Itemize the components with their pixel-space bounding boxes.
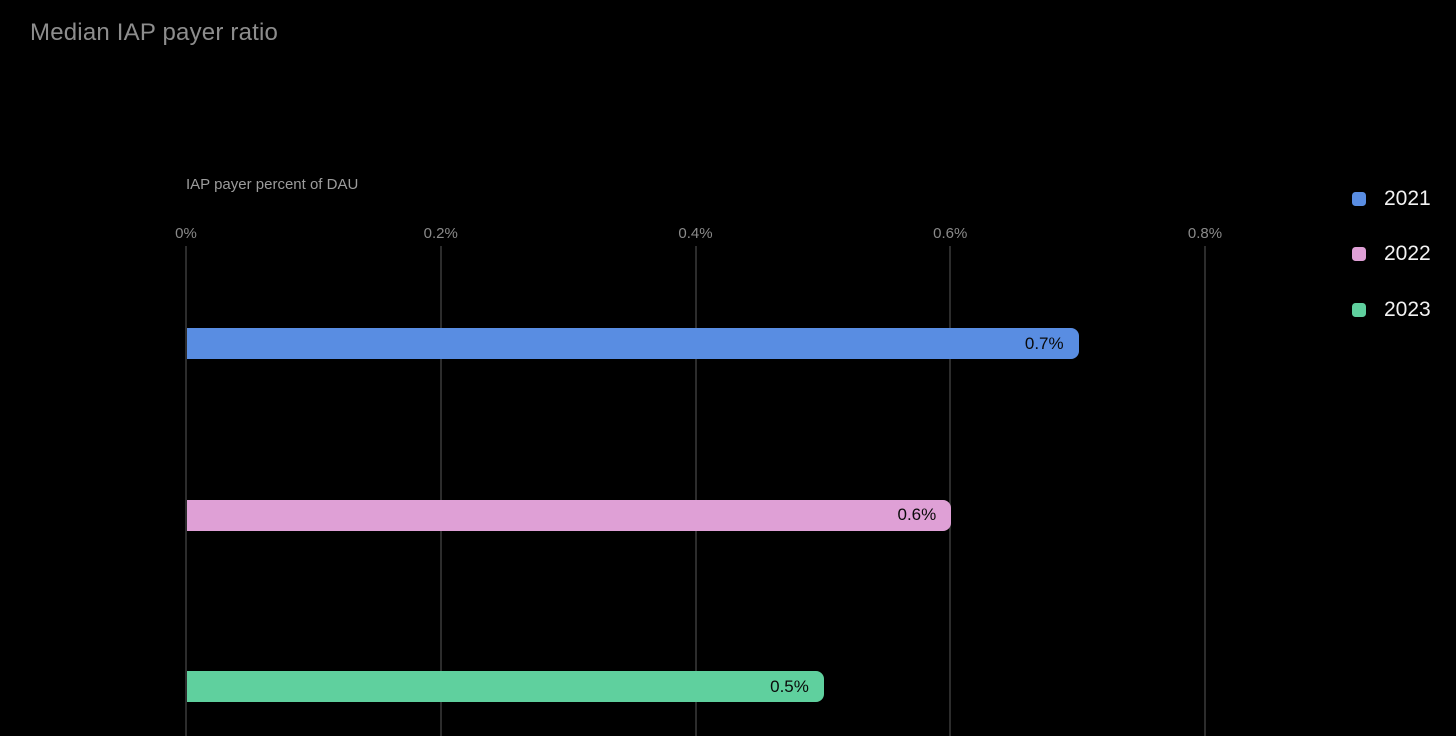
bar-2023[interactable]: 0.5% (187, 671, 824, 702)
bar-value-label: 0.5% (770, 676, 809, 696)
legend-swatch-icon (1352, 247, 1366, 262)
bar-2022[interactable]: 0.6% (187, 499, 952, 531)
legend-item-2021[interactable]: 2021 (1352, 186, 1431, 212)
x-tick-label: 0.8% (1187, 225, 1223, 242)
x-tick-label: 0% (175, 225, 197, 242)
bar-value-label: 0.6% (897, 505, 937, 524)
legend-item-2022[interactable]: 2022 (1352, 241, 1431, 267)
x-tick-label: 0.2% (423, 225, 458, 242)
bar-value-label: 0.7% (1024, 333, 1064, 353)
legend-label: 2023 (1384, 297, 1431, 321)
x-tick-label: 0.6% (933, 225, 968, 242)
legend-label: 2022 (1384, 242, 1431, 266)
chart-title: Median IAP payer ratio (30, 19, 279, 46)
legend-swatch-icon (1352, 302, 1366, 317)
gridline-0.2% (439, 246, 442, 736)
gridline-0.8% (1204, 246, 1206, 736)
x-axis-title: IAP payer percent of DAU (186, 176, 359, 193)
gridline-0.6% (949, 246, 952, 736)
gridline-0.4% (694, 246, 697, 736)
legend-swatch-icon (1352, 192, 1366, 206)
bar-2021[interactable]: 0.7% (187, 328, 1079, 359)
legend-label: 2021 (1384, 187, 1431, 210)
gridline-0% (185, 246, 187, 736)
x-tick-label: 0.4% (678, 225, 713, 242)
legend-item-2023[interactable]: 2023 (1352, 297, 1431, 323)
